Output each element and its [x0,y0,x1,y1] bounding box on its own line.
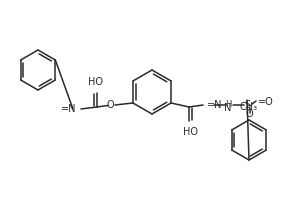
Text: HO: HO [88,77,103,87]
Text: S: S [244,100,250,110]
Text: =O: =O [258,97,274,107]
Text: H: H [225,100,231,108]
Text: O: O [106,100,114,110]
Text: CH₃: CH₃ [240,102,258,112]
Text: HO: HO [182,127,198,137]
Text: =N: =N [207,100,222,110]
Text: N: N [224,103,232,113]
Text: O: O [245,109,253,119]
Text: =N: =N [62,104,77,114]
